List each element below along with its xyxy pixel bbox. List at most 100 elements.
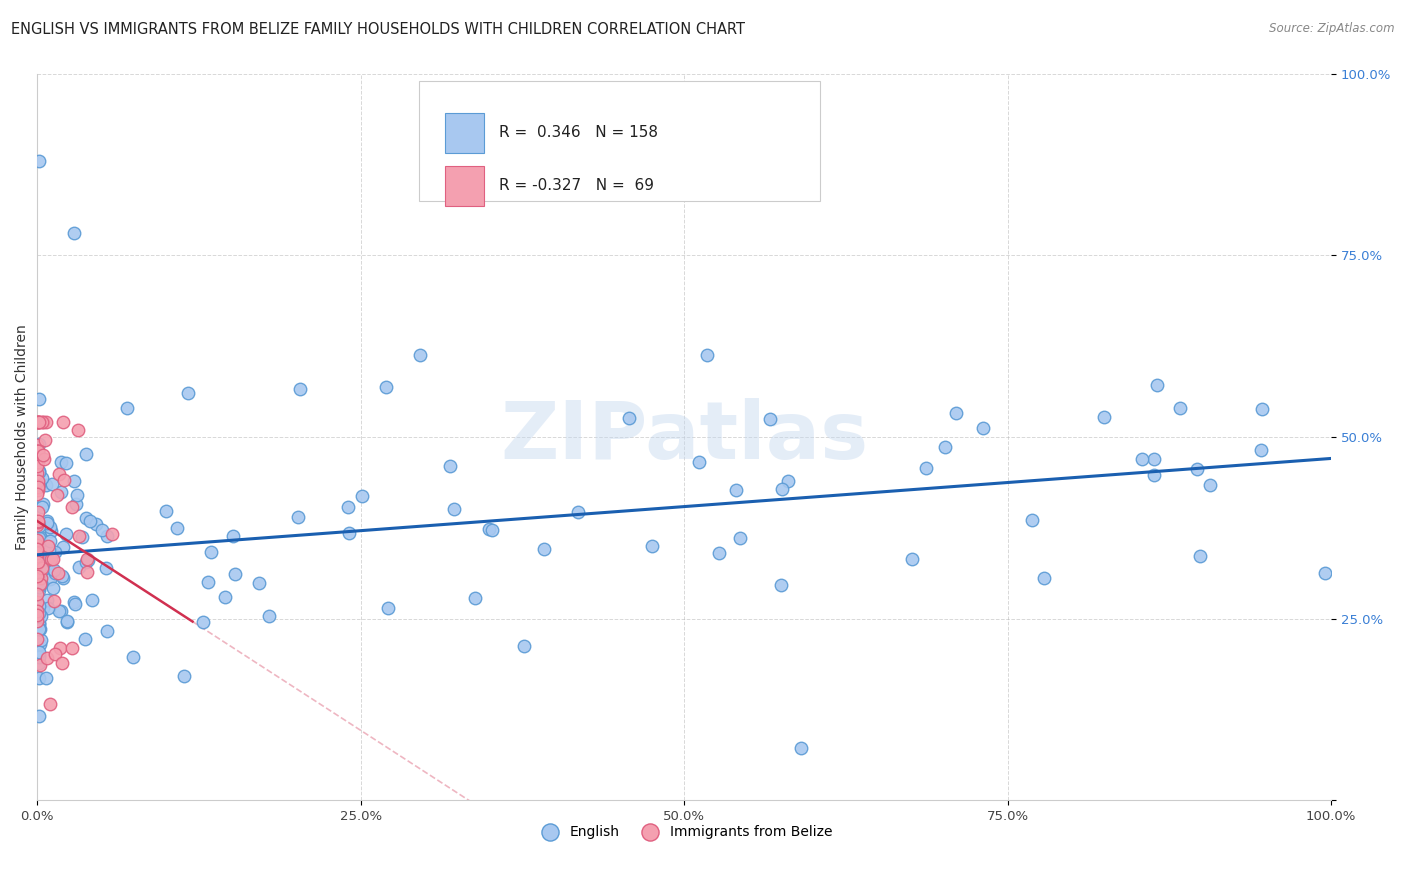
Point bbox=[35, 477, 58, 491]
Point bbox=[27, 519, 49, 533]
Point bbox=[52, 415, 75, 429]
Point bbox=[63, 227, 86, 241]
Point bbox=[337, 500, 360, 515]
Point bbox=[96, 528, 118, 542]
Point bbox=[247, 576, 270, 591]
Point bbox=[27, 580, 49, 594]
Point bbox=[478, 522, 501, 536]
Point bbox=[44, 566, 66, 580]
Point bbox=[27, 656, 49, 670]
Point bbox=[28, 452, 51, 467]
Point bbox=[27, 546, 49, 560]
Point bbox=[287, 510, 309, 524]
Point bbox=[1251, 401, 1274, 416]
Point bbox=[27, 537, 49, 551]
Point bbox=[27, 515, 49, 529]
Point bbox=[27, 415, 49, 429]
Point bbox=[37, 593, 59, 607]
Point bbox=[48, 604, 70, 618]
Point bbox=[166, 521, 188, 535]
Point bbox=[27, 438, 49, 452]
Point bbox=[945, 406, 967, 420]
Point bbox=[37, 650, 59, 665]
Point bbox=[28, 577, 51, 591]
Point bbox=[27, 480, 49, 494]
Point bbox=[48, 467, 70, 481]
Point bbox=[27, 648, 49, 662]
Point bbox=[27, 531, 49, 545]
Y-axis label: Family Households with Children: Family Households with Children bbox=[15, 324, 30, 549]
Point bbox=[1188, 549, 1211, 563]
Point bbox=[513, 640, 536, 654]
Point bbox=[67, 529, 90, 543]
Text: Source: ZipAtlas.com: Source: ZipAtlas.com bbox=[1270, 22, 1395, 36]
Point bbox=[27, 604, 49, 618]
Point bbox=[52, 571, 75, 585]
Point bbox=[27, 476, 49, 491]
Point bbox=[27, 622, 49, 636]
Point bbox=[51, 604, 73, 618]
Point bbox=[51, 568, 73, 582]
Point bbox=[67, 560, 90, 574]
Point bbox=[155, 504, 177, 518]
Point bbox=[65, 497, 87, 511]
Point bbox=[39, 520, 62, 534]
Point bbox=[28, 478, 51, 492]
Point bbox=[56, 615, 79, 629]
Point bbox=[30, 637, 52, 651]
Point bbox=[464, 591, 486, 606]
Point bbox=[1168, 401, 1191, 415]
Text: R = -0.327   N =  69: R = -0.327 N = 69 bbox=[499, 178, 654, 194]
Point bbox=[30, 571, 52, 585]
Point bbox=[37, 551, 59, 566]
Point bbox=[481, 523, 503, 537]
Point bbox=[96, 561, 118, 575]
Point bbox=[1199, 478, 1222, 492]
Point bbox=[30, 549, 52, 564]
Text: ZIPatlas: ZIPatlas bbox=[501, 398, 869, 475]
Point bbox=[1313, 566, 1336, 580]
Point bbox=[374, 380, 396, 394]
Point bbox=[27, 557, 49, 571]
Bar bbox=[444, 113, 484, 153]
Point bbox=[91, 523, 114, 537]
Point bbox=[76, 552, 98, 566]
Point bbox=[27, 459, 49, 474]
Point bbox=[38, 572, 60, 586]
Point bbox=[27, 564, 49, 578]
Point bbox=[31, 500, 53, 514]
Point bbox=[27, 514, 49, 528]
Point bbox=[42, 581, 65, 595]
Point bbox=[972, 421, 994, 435]
Point bbox=[56, 615, 79, 629]
Point bbox=[31, 471, 53, 485]
Point bbox=[377, 600, 399, 615]
Point bbox=[96, 624, 118, 639]
Point bbox=[224, 567, 246, 582]
Point bbox=[1143, 452, 1166, 467]
Point bbox=[35, 514, 58, 528]
Point bbox=[1032, 571, 1054, 585]
Point bbox=[27, 548, 49, 562]
Point bbox=[37, 601, 59, 615]
Point bbox=[27, 444, 49, 458]
Point bbox=[55, 456, 77, 470]
Point bbox=[27, 483, 49, 498]
Point bbox=[31, 561, 53, 575]
Point bbox=[35, 516, 58, 531]
Point bbox=[52, 541, 75, 555]
Point bbox=[77, 553, 100, 567]
Point bbox=[193, 615, 215, 629]
Point bbox=[27, 614, 49, 628]
Point bbox=[173, 669, 195, 683]
Point bbox=[439, 459, 461, 474]
Point bbox=[31, 601, 53, 615]
Point bbox=[32, 452, 55, 467]
Point bbox=[27, 505, 49, 519]
Point bbox=[35, 542, 58, 557]
Point bbox=[27, 518, 49, 533]
Point bbox=[30, 608, 52, 623]
Point bbox=[55, 527, 77, 541]
Point bbox=[934, 441, 956, 455]
Point bbox=[86, 517, 108, 532]
